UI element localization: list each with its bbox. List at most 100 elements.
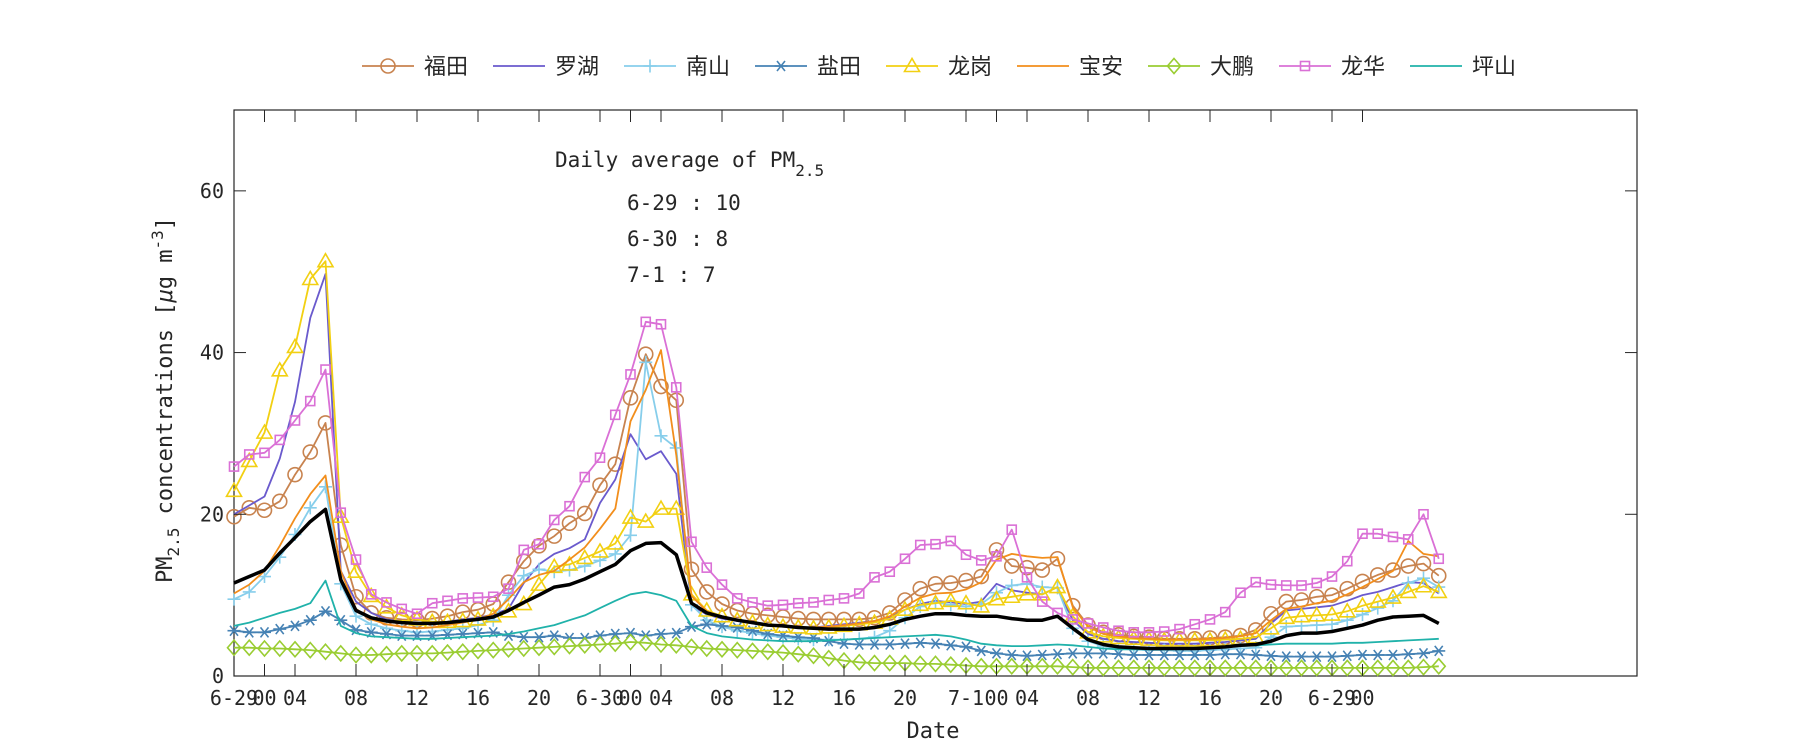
data-point-asterisk bbox=[227, 625, 241, 637]
data-point-circle bbox=[622, 390, 639, 406]
legend-item: 盐田 bbox=[755, 55, 861, 80]
data-point-diamond bbox=[775, 643, 791, 662]
x-tick-label: 20 bbox=[893, 686, 917, 710]
data-point-triangle bbox=[530, 575, 548, 591]
data-point-diamond bbox=[1248, 659, 1264, 677]
data-point-circle bbox=[851, 611, 868, 628]
data-point-diamond bbox=[577, 636, 593, 654]
data-point-circle bbox=[576, 505, 593, 522]
y-tick-label: 20 bbox=[200, 502, 224, 526]
data-point-asterisk bbox=[1203, 649, 1217, 661]
data-point-triangle bbox=[347, 562, 365, 578]
data-point-diamond bbox=[1171, 659, 1188, 677]
x-tick-label: 7-1 bbox=[948, 686, 984, 710]
data-point-diamond bbox=[744, 642, 761, 660]
plot-area-frame bbox=[233, 109, 1638, 677]
data-point-asterisk bbox=[1401, 648, 1415, 660]
data-point-square bbox=[823, 594, 835, 606]
x-tick-label: 6-30 bbox=[576, 686, 624, 710]
data-point-asterisk bbox=[1066, 647, 1080, 659]
data-point-circle bbox=[653, 378, 669, 395]
data-point-square bbox=[1082, 618, 1094, 629]
data-point-square bbox=[838, 593, 850, 604]
data-point-diamond bbox=[546, 638, 562, 656]
data-point-circle bbox=[531, 538, 547, 554]
series-line bbox=[233, 349, 1439, 641]
data-point-asterisk bbox=[1340, 650, 1354, 662]
data-point-triangle bbox=[240, 451, 259, 468]
data-point-circle bbox=[927, 576, 944, 592]
data-point-circle bbox=[1003, 558, 1020, 574]
data-point-square bbox=[457, 593, 469, 604]
data-point-square bbox=[381, 597, 392, 608]
data-point-diamond bbox=[1034, 657, 1050, 676]
series-lines bbox=[225, 252, 1448, 677]
data-point-diamond bbox=[500, 640, 517, 659]
data-point-circle bbox=[1339, 580, 1356, 597]
data-point-diamond bbox=[851, 653, 867, 671]
data-point-square bbox=[884, 566, 896, 577]
data-point-triangle bbox=[1048, 577, 1067, 594]
data-point-asterisk bbox=[1051, 648, 1064, 660]
data-point-asterisk bbox=[288, 620, 302, 632]
x-axis-label: Date bbox=[907, 719, 960, 744]
data-point-asterisk bbox=[1279, 651, 1293, 663]
data-point-plus bbox=[1340, 613, 1354, 627]
data-point-square bbox=[914, 539, 926, 551]
data-point-circle bbox=[302, 444, 319, 460]
data-point-triangle bbox=[1307, 606, 1326, 622]
data-point-triangle bbox=[1018, 585, 1036, 601]
data-point-diamond bbox=[470, 642, 486, 660]
data-point-square bbox=[396, 603, 408, 615]
data-point-square bbox=[655, 318, 667, 330]
data-point-diamond bbox=[287, 640, 303, 659]
x-tick-label: 12 bbox=[1137, 686, 1161, 710]
data-point-diamond bbox=[317, 643, 334, 661]
data-point-asterisk bbox=[700, 618, 714, 630]
data-point-square bbox=[899, 553, 911, 565]
data-point-square bbox=[472, 592, 484, 603]
data-point-plus bbox=[578, 559, 592, 573]
series-龙华 bbox=[228, 316, 1445, 638]
data-point-asterisk bbox=[1249, 649, 1263, 661]
data-point-square bbox=[975, 555, 987, 566]
data-point-square bbox=[930, 538, 941, 550]
data-point-diamond bbox=[927, 655, 944, 673]
x-tick-label: 04 bbox=[283, 686, 307, 710]
data-point-circle bbox=[1034, 562, 1051, 578]
data-point-asterisk bbox=[517, 631, 531, 643]
data-point-square bbox=[1265, 579, 1277, 590]
data-point-asterisk bbox=[715, 620, 729, 632]
data-point-asterisk bbox=[990, 647, 1003, 659]
data-point-square bbox=[320, 364, 331, 375]
data-point-square bbox=[1296, 580, 1307, 591]
data-point-square bbox=[625, 369, 636, 380]
data-point-diamond bbox=[638, 634, 654, 652]
data-point-circle bbox=[241, 500, 258, 516]
annotation-line-3: 7-1 : 7 bbox=[627, 263, 716, 287]
data-point-triangle bbox=[1033, 585, 1052, 601]
data-point-asterisk bbox=[608, 628, 622, 640]
data-point-diamond bbox=[256, 639, 273, 658]
data-point-triangle bbox=[941, 591, 960, 608]
data-point-diamond bbox=[1217, 659, 1233, 677]
data-point-asterisk bbox=[242, 626, 256, 638]
data-point-triangle bbox=[286, 337, 304, 354]
data-point-square bbox=[564, 500, 575, 512]
series-盐田 bbox=[227, 605, 1446, 663]
data-point-square bbox=[274, 434, 286, 446]
data-point-asterisk bbox=[898, 638, 912, 650]
x-tick-label: 12 bbox=[405, 686, 429, 710]
data-point-square bbox=[1128, 627, 1140, 638]
x-tick-label: 16 bbox=[832, 686, 856, 710]
data-point-triangle bbox=[316, 252, 335, 268]
data-point-triangle bbox=[972, 597, 991, 613]
data-point-asterisk bbox=[1417, 647, 1430, 659]
data-point-diamond bbox=[272, 639, 288, 658]
data-point-square bbox=[1235, 587, 1246, 599]
data-point-circle bbox=[698, 584, 715, 600]
data-point-square bbox=[1387, 531, 1399, 543]
data-point-square bbox=[1250, 576, 1262, 588]
